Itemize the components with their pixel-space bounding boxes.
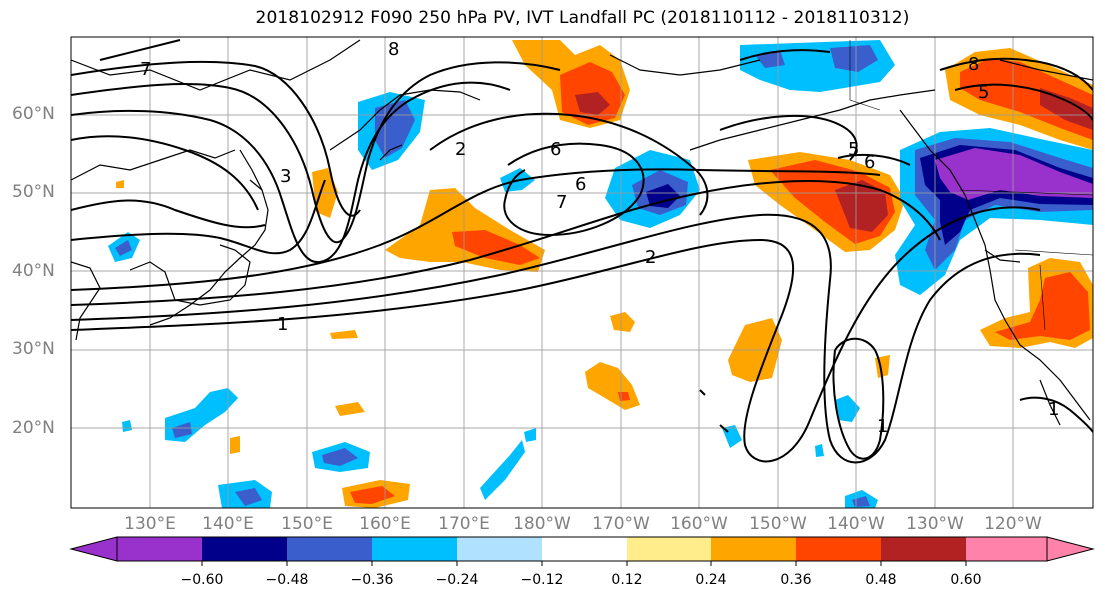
anomaly-red-region: [995, 272, 1090, 340]
coastlines: [71, 39, 1093, 433]
colorbar-outline: [116, 536, 1048, 562]
contour-label: 1: [277, 314, 288, 335]
lon-label: 120°W: [984, 514, 1042, 534]
lon-label: 170°W: [592, 514, 650, 534]
contour-label: 1: [877, 416, 888, 437]
lat-label-20n: 20°N: [12, 418, 55, 438]
lon-label: 160°E: [359, 514, 411, 534]
anomaly-red-region: [452, 230, 540, 265]
anomaly-blue-region: [480, 440, 525, 500]
contour-label: 6: [575, 174, 586, 195]
lon-label: 130°W: [906, 514, 964, 534]
contour-label: 8: [968, 54, 979, 75]
anomaly-purple-region: [935, 148, 1093, 200]
colorbar-segment: [457, 537, 542, 561]
lon-label: 150°W: [749, 514, 807, 534]
anomaly-blue-region: [122, 420, 132, 432]
anomaly-darkblue-region: [172, 422, 192, 438]
contour-label: 2: [645, 247, 656, 268]
lat-label-50n: 50°N: [12, 182, 55, 202]
lon-label: 140°E: [202, 514, 254, 534]
colorbar-tick-label: 0.24: [695, 572, 727, 588]
colorbar-max-extension: [1046, 536, 1095, 562]
contour-label: 5: [848, 139, 859, 160]
colorbar-ticks: [201, 561, 967, 566]
lat-label-40n: 40°N: [12, 261, 55, 281]
anomaly-blue-region: [524, 428, 536, 442]
colorbar-tick-label: 0.12: [611, 572, 643, 588]
anomaly-darkblue-region: [322, 448, 358, 466]
colorbar-tick-label: −0.24: [435, 572, 479, 588]
colorbar-segment: [542, 537, 627, 561]
contour-label: 3: [280, 166, 291, 187]
colorbar-segment: [881, 537, 966, 561]
contour-label: 6: [550, 139, 561, 160]
colorbar-tick-label: −0.60: [180, 572, 224, 588]
colorbar-segment: [711, 537, 796, 561]
anomaly-blue-region: [815, 444, 824, 457]
colorbar-tick-label: −0.36: [350, 572, 394, 588]
lon-label: 150°E: [281, 514, 333, 534]
map-title: 2018102912 F090 250 hPa PV, IVT Landfall…: [255, 8, 910, 28]
colorbar-segment: [202, 537, 287, 561]
anomaly-orange-region: [335, 402, 365, 416]
anomaly-navy-region: [646, 184, 680, 208]
pv-contours: [71, 39, 1093, 464]
contour-label: 2: [455, 139, 466, 160]
lon-label: 140°W: [827, 514, 885, 534]
lon-label: 160°W: [670, 514, 728, 534]
anomaly-darkblue-region: [830, 45, 878, 72]
lat-label-30n: 30°N: [12, 339, 55, 359]
contour-label: 7: [140, 59, 151, 80]
colorbar-tick-label: −0.12: [520, 572, 564, 588]
lon-label: 130°E: [124, 514, 176, 534]
contour-label: 5: [978, 82, 989, 103]
contour-label-group: 8 7 6 5 7 6 2 1 1 1 8 6 5 2 3: [140, 39, 1059, 437]
lon-label: 170°E: [438, 514, 490, 534]
contour-label: 8: [388, 39, 399, 60]
colorbar: [69, 536, 1095, 566]
contour-label: 1: [1048, 399, 1059, 420]
anomaly-red-region: [960, 58, 1093, 140]
anomaly-orange-region: [230, 436, 240, 454]
colorbar-segment: [796, 537, 881, 561]
colorbar-segment: [372, 537, 457, 561]
anomaly-red-region: [350, 486, 395, 504]
anomaly-darkblue-region: [115, 240, 132, 256]
colorbar-min-extension: [69, 536, 118, 562]
anomaly-darkred-region: [575, 92, 610, 115]
contour-label: 7: [556, 192, 567, 213]
contour-label: 6: [864, 152, 875, 173]
lon-label: 180°W: [513, 514, 571, 534]
anomaly-darkblue-region: [235, 488, 262, 506]
anomaly-orange-region: [116, 180, 124, 188]
anomaly-orange-region: [330, 330, 358, 339]
colorbar-segment: [117, 537, 202, 561]
colorbar-tick-label: 0.48: [865, 572, 897, 588]
colorbar-segment: [287, 537, 372, 561]
colorbar-segment: [627, 537, 711, 561]
anomaly-darkred-region: [1040, 88, 1093, 130]
colorbar-tick-label: 0.60: [950, 572, 982, 588]
anomaly-orange-region: [610, 312, 635, 332]
colorbar-tick-label: −0.48: [265, 572, 309, 588]
colorbar-segment: [966, 537, 1047, 561]
anomaly-darkred-region: [618, 392, 630, 401]
borders: [849, 40, 1093, 331]
map-frame: [70, 36, 1094, 509]
lat-label-60n: 60°N: [12, 104, 55, 124]
gridlines: [71, 37, 1093, 508]
colorbar-tick-label: 0.36: [780, 572, 812, 588]
anomaly-blue-region: [835, 395, 860, 422]
